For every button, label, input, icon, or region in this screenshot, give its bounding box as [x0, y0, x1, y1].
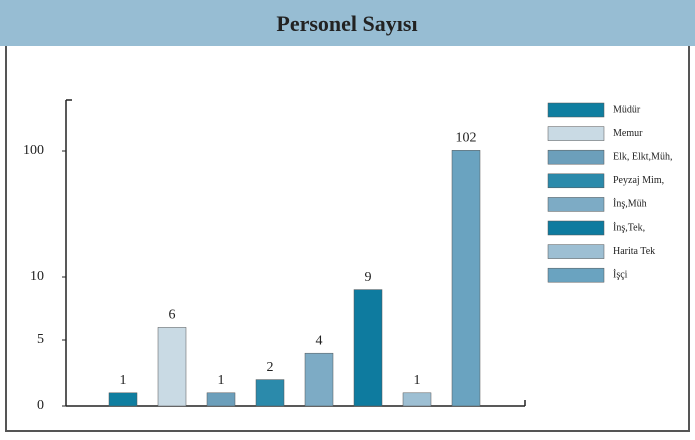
bar — [206, 392, 236, 407]
legend-label: İnş,Tek, — [613, 221, 645, 233]
legend-swatch — [547, 173, 605, 189]
data-label: 4 — [316, 333, 323, 348]
legend-swatch — [547, 244, 605, 259]
legend-swatch — [547, 220, 605, 236]
legend-label: Müdür — [613, 104, 641, 115]
legend-label: Peyzaj Mim, — [613, 175, 664, 186]
data-label: 2 — [267, 360, 274, 375]
data-label: 1 — [120, 373, 127, 388]
legend-swatch — [547, 149, 605, 165]
frame — [5, 46, 690, 432]
legend-swatch — [547, 267, 605, 283]
legend-swatch — [547, 197, 605, 212]
chart-title: Personel Sayısı — [276, 11, 417, 36]
legend-label: Elk, Elkt,Müh, — [613, 151, 672, 162]
y-tick-label: 10 — [30, 269, 44, 284]
bar — [353, 289, 383, 407]
legend-swatch — [547, 126, 605, 141]
y-tick-label: 100 — [23, 143, 44, 158]
y-tick-label: 5 — [37, 332, 44, 347]
legend-label: İnş,Müh — [613, 198, 647, 210]
bar — [157, 327, 187, 407]
legend-label: Memur — [613, 128, 643, 139]
data-label: 1 — [218, 373, 225, 388]
y-tick-label: 0 — [37, 398, 44, 413]
bar — [255, 379, 285, 407]
bar — [108, 392, 138, 407]
legend-swatch — [547, 102, 605, 118]
bar — [451, 150, 481, 407]
data-label: 9 — [365, 270, 372, 285]
legend-label: İşçi — [613, 268, 628, 280]
header — [0, 0, 695, 46]
data-label: 102 — [456, 131, 477, 146]
data-label: 6 — [169, 308, 176, 323]
data-label: 1 — [414, 373, 421, 388]
legend-label: Harita Tek — [613, 246, 655, 257]
bar — [402, 392, 432, 407]
bar — [304, 352, 334, 407]
